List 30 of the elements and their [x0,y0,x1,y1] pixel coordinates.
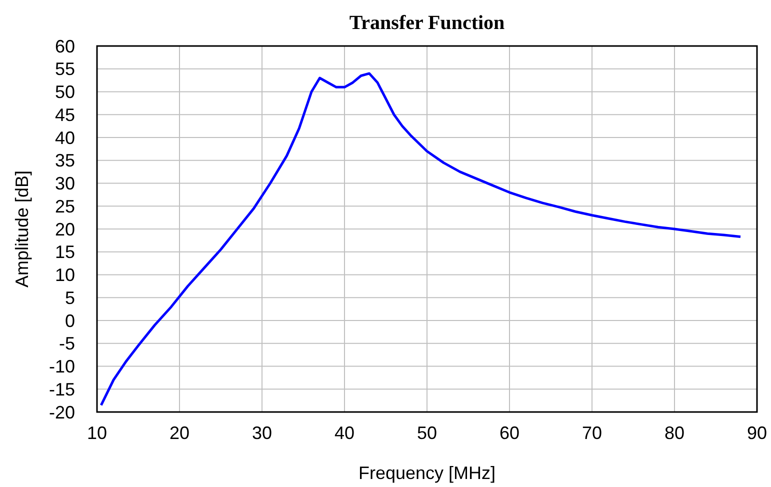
y-tick-label: 45 [54,104,75,125]
y-tick-label: -5 [58,334,75,354]
x-tick-label: 40 [334,423,355,443]
y-tick-label: 5 [64,288,75,308]
line-series [100,72,742,406]
y-tick-label: 0 [64,310,75,331]
x-axis-title: Frequency [MHz] [358,463,496,483]
y-tick-label: 50 [54,82,75,102]
chart-title: Transfer Function [349,12,505,34]
x-tick-label: 50 [416,423,438,443]
y-tick-label: -10 [48,356,75,377]
y-tick-label: -20 [48,402,75,422]
y-tick-label: 10 [54,265,75,286]
y-tick-label: 55 [54,59,75,80]
y-axis-title: Amplitude [dB] [12,170,32,288]
y-tick-label: 35 [54,150,75,171]
x-tick-label: 90 [746,423,768,443]
y-tick-label: 60 [54,36,75,56]
x-tick-label: 60 [499,423,520,443]
y-tick-label: 20 [54,219,75,240]
x-tick-label: 20 [169,423,190,443]
x-tick-label: 70 [582,423,602,443]
y-tick-label: 30 [54,174,75,194]
y-tick-label: -15 [48,379,75,400]
x-tick-label: 10 [86,423,108,443]
y-tick-label: 25 [54,196,75,216]
x-tick-label: 80 [664,423,685,443]
x-tick-label: 30 [252,423,272,443]
y-tick-label: 40 [54,128,75,148]
y-tick-label: 15 [54,242,75,262]
